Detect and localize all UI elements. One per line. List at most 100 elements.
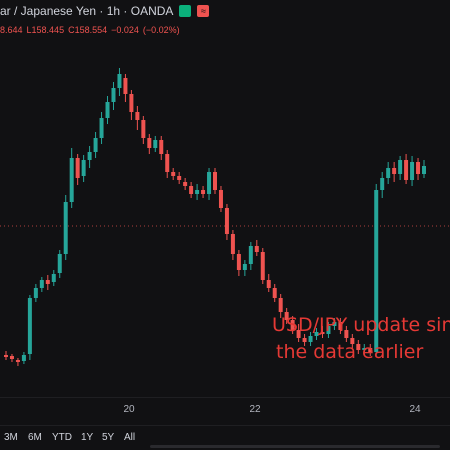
candle-up: [314, 332, 319, 336]
candle-down: [236, 254, 241, 270]
candle-down: [213, 172, 217, 190]
annotation-line-2: the data earlier: [276, 341, 424, 363]
candle-down: [392, 168, 397, 174]
candle-down: [171, 172, 176, 176]
annotation-line-1: USD/JPY update sin: [272, 314, 450, 336]
candle-down: [123, 78, 128, 94]
candle-down: [135, 112, 140, 120]
candle-down: [272, 288, 277, 298]
candle-up: [380, 178, 385, 190]
candle-down: [260, 252, 265, 280]
annotation-text: USD/JPY update sin the data earlier: [272, 312, 450, 366]
ohlc-close: C158.554: [68, 25, 108, 35]
range-1y-button[interactable]: 1Y: [81, 432, 94, 443]
candle-up: [398, 160, 403, 174]
chart-type-badge-icon[interactable]: ≈: [197, 5, 210, 17]
candle-down: [416, 162, 421, 174]
candle-up: [33, 288, 38, 298]
candle-down: [302, 338, 307, 342]
chart-canvas[interactable]: [0, 40, 450, 397]
candle-down: [159, 140, 164, 154]
candle-down: [224, 208, 229, 234]
ohlc-change: −0.024: [111, 25, 139, 35]
candle-up: [93, 138, 98, 152]
candle-up: [99, 118, 104, 138]
candle-up: [39, 280, 44, 288]
candle-up: [81, 160, 86, 176]
candle-down: [147, 138, 152, 148]
range-6m-button[interactable]: 6M: [28, 432, 42, 443]
symbol-title[interactable]: ar / Japanese Yen · 1h · OANDA: [0, 4, 174, 18]
candle-down: [284, 312, 289, 320]
candle-down: [296, 330, 301, 338]
market-open-badge-icon[interactable]: [179, 5, 192, 17]
ohlc-change-percent: (−0.02%): [142, 25, 180, 35]
candle-down: [218, 190, 223, 208]
candle-up: [386, 168, 391, 178]
candle-up: [242, 264, 247, 270]
candle-down: [4, 355, 8, 357]
time-label-24: 24: [409, 404, 421, 415]
candle-up: [21, 355, 26, 361]
candle-down: [344, 330, 349, 338]
candle-down: [254, 246, 259, 252]
candle-down: [165, 154, 170, 172]
range-3m-button[interactable]: 3M: [4, 432, 18, 443]
candle-up: [410, 162, 415, 180]
candle-down: [189, 186, 194, 194]
candle-down: [129, 94, 134, 112]
candle-up: [117, 74, 122, 88]
candle-up: [207, 172, 212, 194]
candle-up: [153, 140, 158, 148]
candle-up: [27, 298, 32, 354]
candle-down: [368, 348, 373, 352]
candle-down: [201, 190, 206, 194]
time-label-22: 22: [249, 404, 261, 415]
candle-down: [230, 234, 235, 254]
candle-up: [248, 246, 253, 264]
ohlc-values: 8.644 L158.445 C158.554 −0.024 (−0.02%): [0, 25, 180, 35]
candle-down: [266, 280, 271, 288]
candle-up: [105, 102, 110, 118]
candle-down: [141, 120, 146, 138]
candle-down: [290, 320, 295, 330]
candle-up: [362, 348, 367, 350]
ohlc-low: L158.445: [26, 25, 65, 35]
candle-down: [15, 360, 20, 362]
chart-header: ar / Japanese Yen · 1h · OANDA ≈ 8.644 L…: [0, 0, 450, 40]
time-scrollbar[interactable]: [150, 445, 440, 448]
symbol-row: ar / Japanese Yen · 1h · OANDA ≈: [0, 4, 210, 18]
candle-down: [338, 322, 343, 330]
candle-up: [69, 158, 74, 202]
candle-down: [75, 158, 80, 178]
candle-up: [332, 322, 337, 326]
candle-down: [350, 338, 355, 344]
time-label-20: 20: [123, 404, 135, 415]
candle-down: [177, 176, 182, 180]
candle-down: [320, 332, 325, 334]
candle-up: [374, 190, 379, 352]
candle-up: [51, 274, 56, 282]
candle-up: [308, 336, 313, 342]
candle-down: [356, 344, 361, 350]
candle-up: [422, 166, 426, 174]
candle-down: [183, 182, 188, 186]
candle-up: [326, 326, 331, 334]
range-5y-button[interactable]: 5Y: [102, 432, 115, 443]
candle-up: [63, 202, 68, 254]
candles-group: [4, 68, 426, 366]
candle-down: [404, 160, 409, 180]
candle-up: [195, 190, 200, 194]
candlestick-chart[interactable]: [0, 40, 450, 397]
range-ytd-button[interactable]: YTD: [52, 432, 72, 443]
ohlc-high: 8.644: [0, 25, 23, 35]
candle-up: [57, 254, 62, 273]
range-all-button[interactable]: All: [124, 432, 136, 443]
candle-down: [278, 298, 283, 312]
candle-down: [9, 356, 14, 359]
candle-down: [45, 280, 50, 284]
candle-up: [111, 88, 116, 102]
candle-up: [87, 152, 92, 160]
time-axis[interactable]: 20 22 24: [0, 397, 450, 426]
